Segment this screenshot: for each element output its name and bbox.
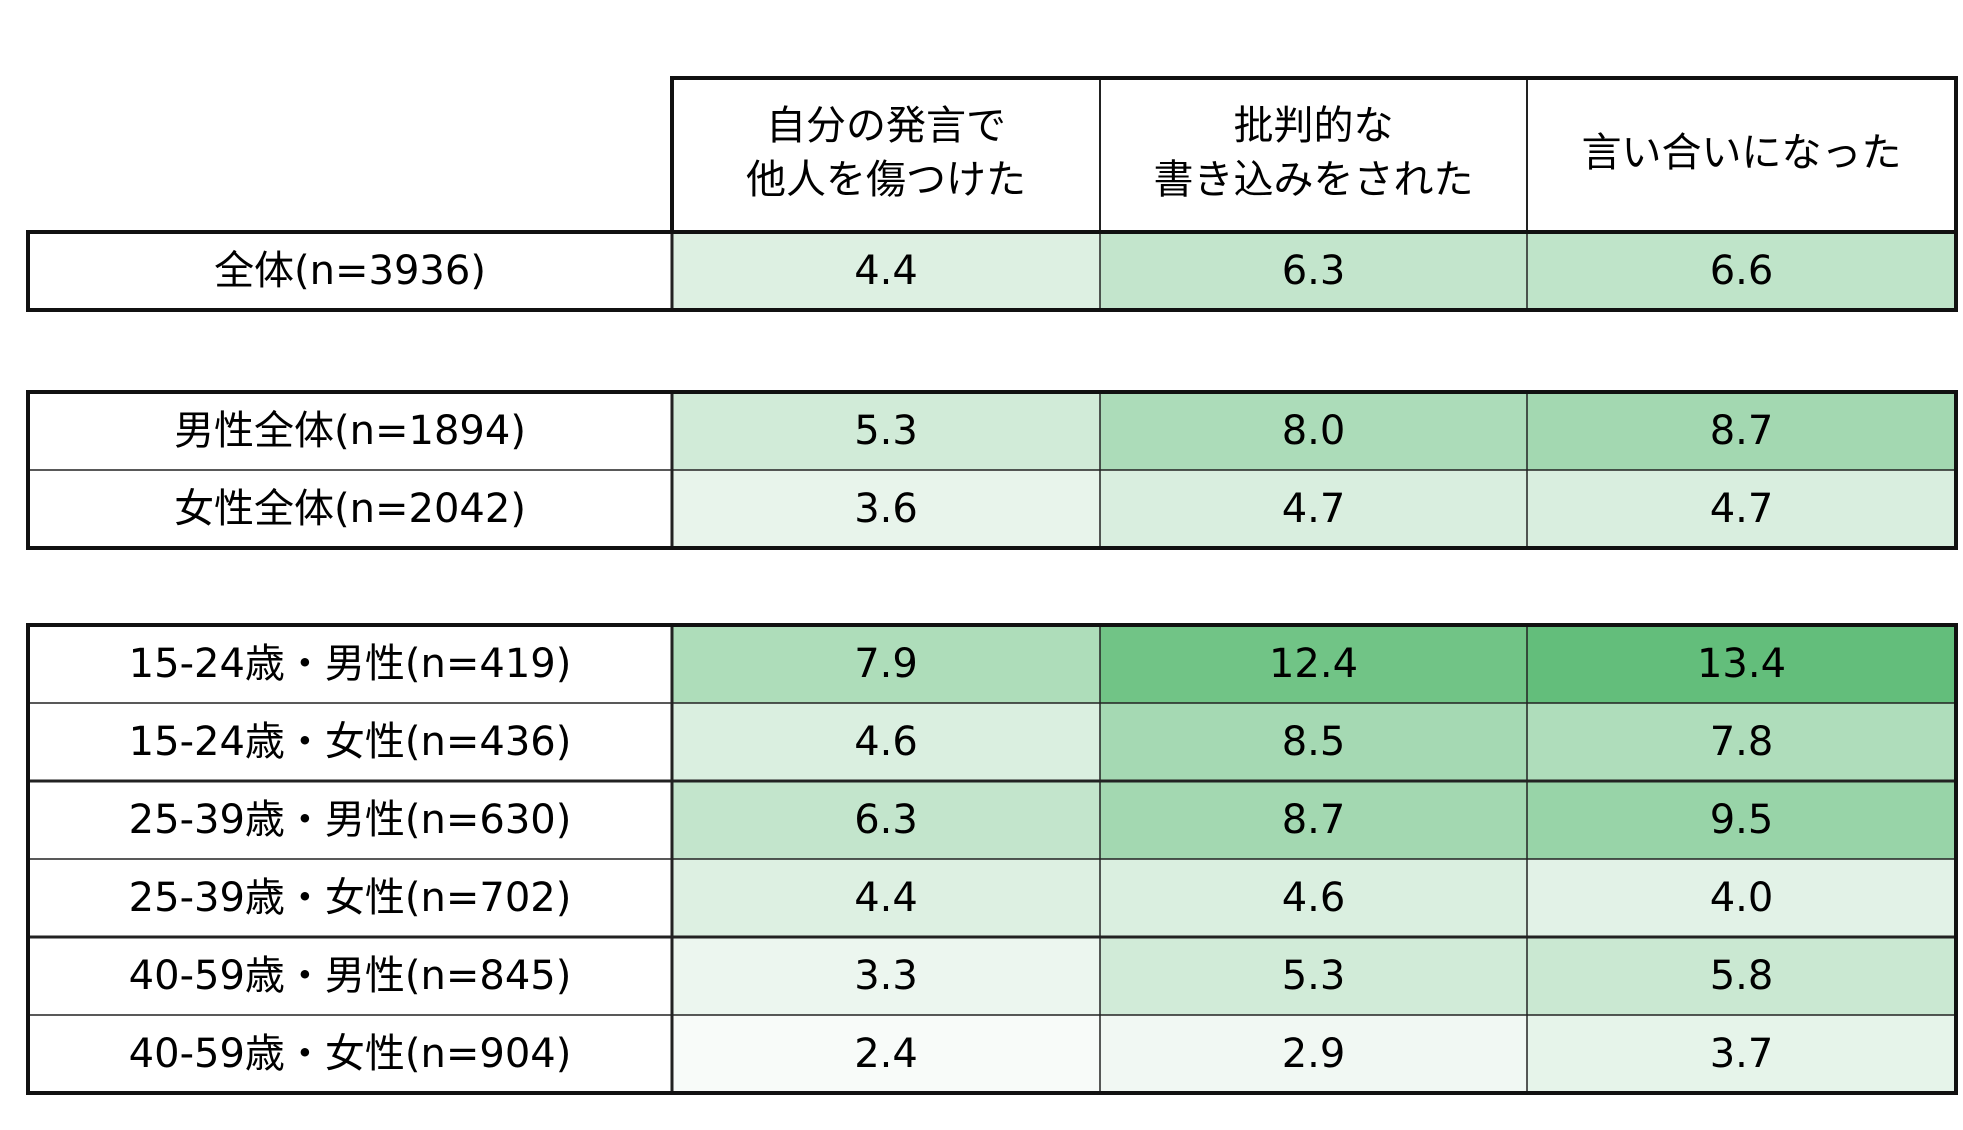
- cell-value: 5.3: [1282, 953, 1346, 999]
- group-box: [26, 390, 1958, 550]
- row-label: 40-59歳・男性(n=845): [129, 953, 572, 999]
- row-label: 男性全体(n=1894): [174, 408, 526, 454]
- value-cell: [1100, 470, 1527, 548]
- value-cell: [1527, 937, 1956, 1015]
- row-label: 全体(n=3936): [214, 248, 486, 294]
- value-cell: [1100, 392, 1527, 470]
- cell-value: 6.3: [854, 797, 918, 843]
- value-cell: [1100, 859, 1527, 937]
- value-cell: [672, 392, 1100, 470]
- cell-value: 8.5: [1282, 719, 1346, 765]
- cell-value: 3.3: [854, 953, 918, 999]
- value-cell: [672, 781, 1100, 859]
- value-cell: [672, 703, 1100, 781]
- group-box: [26, 623, 1958, 1095]
- row-label: 40-59歳・女性(n=904): [129, 1031, 572, 1077]
- cell-value: 12.4: [1269, 641, 1358, 687]
- value-cell: [1100, 625, 1527, 703]
- column-header: 批判的な: [1234, 103, 1394, 149]
- cell-value: 4.6: [854, 719, 918, 765]
- cell-value: 3.7: [1710, 1031, 1774, 1077]
- value-cell: [672, 625, 1100, 703]
- cell-value: 9.5: [1710, 797, 1774, 843]
- value-cell: [1100, 1015, 1527, 1093]
- cell-value: 7.9: [854, 641, 918, 687]
- cell-value: 4.4: [854, 248, 918, 294]
- cell-value: 4.4: [854, 875, 918, 921]
- value-cell: [1527, 781, 1956, 859]
- cell-value: 8.7: [1282, 797, 1346, 843]
- cell-value: 4.6: [1282, 875, 1346, 921]
- column-header: 他人を傷つけた: [746, 157, 1026, 203]
- cell-value: 13.4: [1697, 641, 1786, 687]
- value-cell: [1100, 232, 1527, 310]
- cell-value: 5.8: [1710, 953, 1774, 999]
- cell-value: 8.0: [1282, 408, 1346, 454]
- value-cell: [1100, 703, 1527, 781]
- value-cell: [1527, 232, 1956, 310]
- cell-value: 6.3: [1282, 248, 1346, 294]
- cell-value: 7.8: [1710, 719, 1774, 765]
- cell-value: 4.0: [1710, 875, 1774, 921]
- value-cell: [1527, 392, 1956, 470]
- cell-value: 5.3: [854, 408, 918, 454]
- value-cell: [1527, 703, 1956, 781]
- row-label: 15-24歳・女性(n=436): [129, 719, 572, 765]
- column-header: 書き込みをされた: [1154, 157, 1474, 203]
- value-cell: [1527, 859, 1956, 937]
- value-cell: [1527, 625, 1956, 703]
- row-label: 25-39歳・女性(n=702): [129, 875, 572, 921]
- cell-value: 3.6: [854, 486, 918, 532]
- row-label: 25-39歳・男性(n=630): [129, 797, 572, 843]
- cell-value: 8.7: [1710, 408, 1774, 454]
- column-header: 言い合いになった: [1582, 130, 1902, 176]
- cell-value: 2.9: [1282, 1031, 1346, 1077]
- cell-value: 4.7: [1282, 486, 1346, 532]
- value-cell: [672, 937, 1100, 1015]
- cell-value: 2.4: [854, 1031, 918, 1077]
- value-cell: [1100, 781, 1527, 859]
- value-cell: [672, 470, 1100, 548]
- value-cell: [672, 859, 1100, 937]
- group-box: [26, 230, 1958, 312]
- column-header: 自分の発言で: [766, 103, 1006, 149]
- value-cell: [1527, 1015, 1956, 1093]
- value-cell: [672, 1015, 1100, 1093]
- row-label: 女性全体(n=2042): [174, 486, 526, 532]
- value-cell: [1100, 937, 1527, 1015]
- value-cell: [1527, 470, 1956, 548]
- value-cell: [672, 232, 1100, 310]
- cell-value: 6.6: [1710, 248, 1774, 294]
- cell-value: 4.7: [1710, 486, 1774, 532]
- row-label: 15-24歳・男性(n=419): [129, 641, 572, 687]
